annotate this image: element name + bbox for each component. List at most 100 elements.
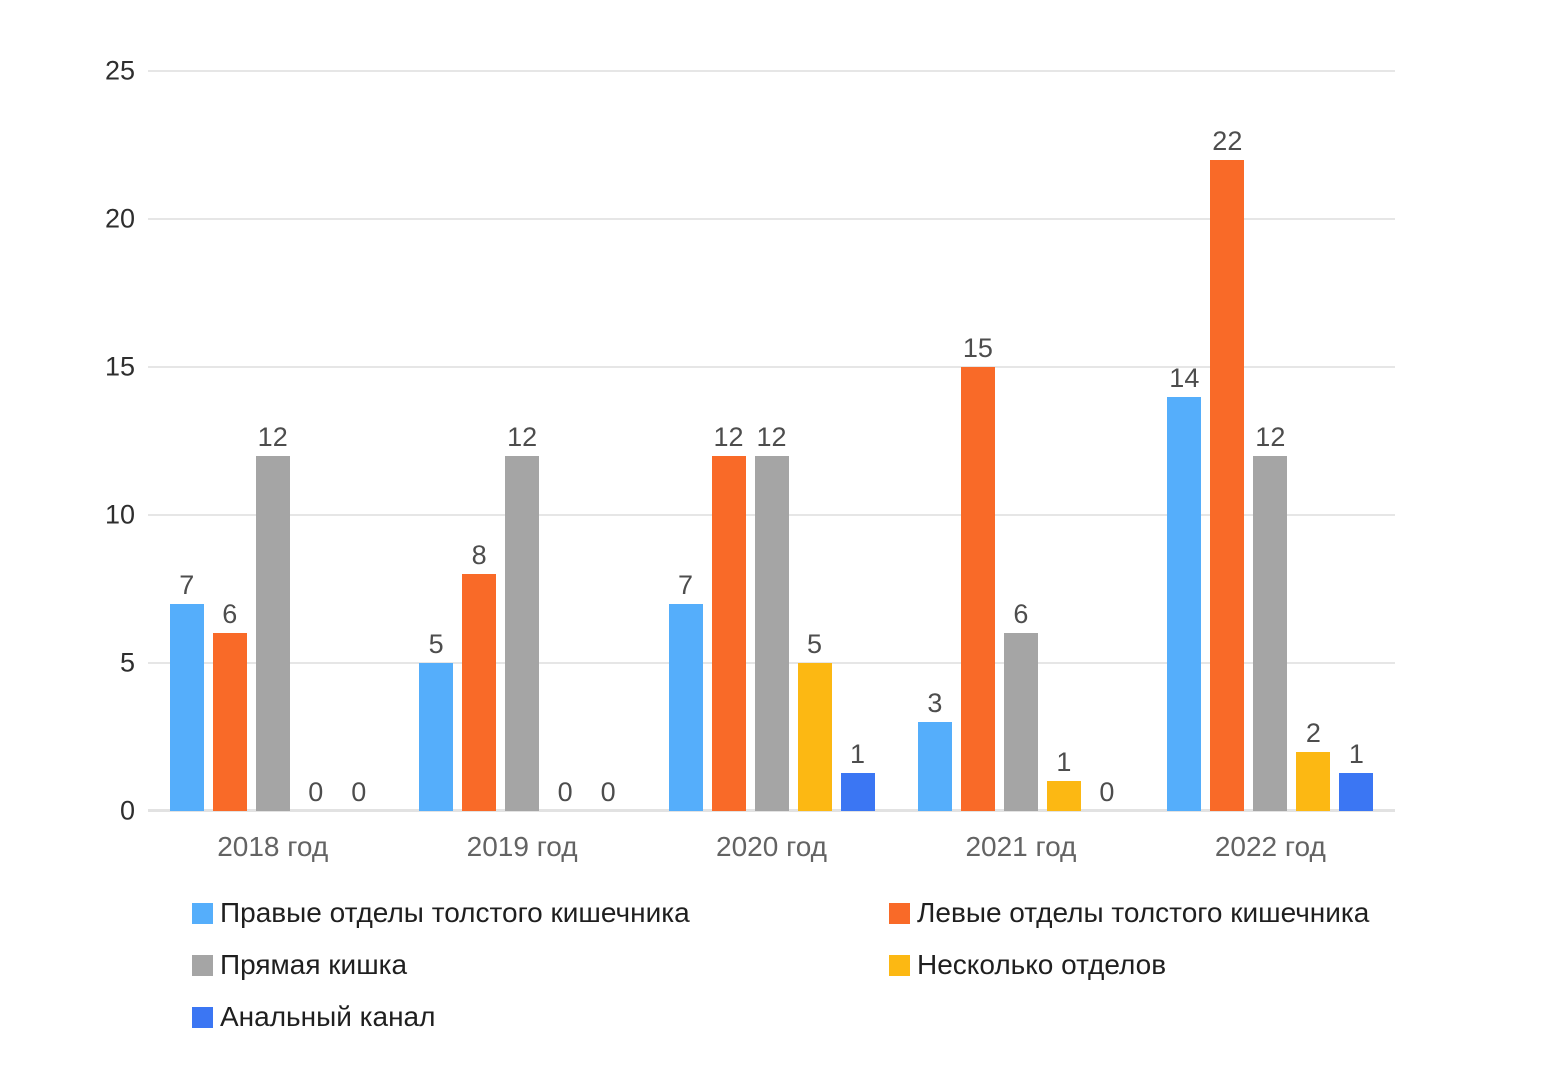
bar-slot: 5 xyxy=(797,71,832,811)
bar-value-label: 5 xyxy=(428,629,444,659)
bar-slot: 14 xyxy=(1167,71,1202,811)
bar-g2-s4[interactable] xyxy=(840,772,875,811)
bar-g1-s1[interactable] xyxy=(462,574,497,811)
x-axis-label: 2021 год xyxy=(965,831,1077,862)
bar-slot: 0 xyxy=(591,71,625,811)
legend-item-s4[interactable]: Анальный канал xyxy=(192,1001,889,1032)
y-axis-tick-label: 25 xyxy=(104,55,135,86)
bar-value-label: 12 xyxy=(1255,421,1286,452)
y-axis-tick-label: 10 xyxy=(104,499,135,530)
bar-value-label: 0 xyxy=(308,777,324,807)
bar-value-label: 12 xyxy=(507,421,538,452)
bar-slot: 0 xyxy=(548,71,582,811)
bar-value-label: 3 xyxy=(927,688,943,719)
legend-label: Правые отделы толстого кишечника xyxy=(220,897,690,928)
bar-slot: 7 xyxy=(169,71,204,811)
bar-slot: 1 xyxy=(1046,71,1081,811)
bar-value-label: 0 xyxy=(351,777,367,807)
bar-slot: 22 xyxy=(1210,71,1245,811)
bar-group-2019: 5 8 12 0 0 xyxy=(397,71,646,811)
plot-area: 0 5 10 15 20 25 7 6 12 0 0 5 8 12 0 0 7 12 12 5 1 3 15 6 1 0 14 22 1… xyxy=(105,56,1395,862)
x-axis-label: 2022 год xyxy=(1214,831,1326,862)
y-axis-tick-label: 20 xyxy=(104,203,135,234)
bar-value-label: 22 xyxy=(1212,125,1243,156)
bar-value-label: 1 xyxy=(850,738,866,769)
y-axis-tick-label: 5 xyxy=(119,647,135,678)
bar-g2-s3[interactable] xyxy=(797,663,832,811)
bar-slot: 7 xyxy=(668,71,703,811)
bar-g1-s0[interactable] xyxy=(419,663,454,811)
bar-g4-s1[interactable] xyxy=(1210,159,1245,811)
bar-slot: 12 xyxy=(1253,71,1288,811)
bar-g4-s0[interactable] xyxy=(1167,396,1202,811)
bar-value-label: 5 xyxy=(807,629,823,659)
bar-g2-s2[interactable] xyxy=(754,455,789,811)
bar-slot: 3 xyxy=(917,71,952,811)
legend-swatch xyxy=(192,902,213,924)
bar-value-label: 15 xyxy=(962,333,993,363)
bar-slot: 0 xyxy=(342,71,376,811)
bar-g3-s0[interactable] xyxy=(917,722,952,811)
y-axis-tick-label: 0 xyxy=(119,795,135,826)
gridline-y25 xyxy=(148,70,1395,72)
bar-g3-s2[interactable] xyxy=(1003,633,1038,811)
bar-group-2018: 7 6 12 0 0 xyxy=(148,71,397,811)
x-axis-label: 2019 год xyxy=(466,831,578,862)
bar-value-label: 0 xyxy=(1099,777,1115,807)
x-axis-label: 2018 год xyxy=(217,831,329,862)
bar-groups: 7 6 12 0 0 5 8 12 0 0 7 12 12 5 1 3 15 6 1 0 14 22 12 2 1 xyxy=(148,71,1395,811)
bar-group-2021: 3 15 6 1 0 xyxy=(896,71,1145,811)
bar-cluster: 14 22 12 2 1 xyxy=(1167,71,1374,811)
y-axis-tick-label: 15 xyxy=(104,351,135,382)
bar-g2-s0[interactable] xyxy=(668,603,703,811)
bar-g1-s2[interactable] xyxy=(505,455,540,811)
bar-slot: 12 xyxy=(711,71,746,811)
bar-g2-s1[interactable] xyxy=(711,455,746,811)
bar-slot: 6 xyxy=(1003,71,1038,811)
bar-value-label: 6 xyxy=(1013,599,1029,630)
bar-value-label: 14 xyxy=(1169,362,1200,393)
bar-cluster: 7 12 12 5 1 xyxy=(668,71,875,811)
bar-g4-s3[interactable] xyxy=(1296,751,1331,811)
bar-slot: 0 xyxy=(299,71,333,811)
gridline-y20 xyxy=(148,218,1395,220)
bar-value-label: 1 xyxy=(1348,738,1364,769)
bar-value-label: 6 xyxy=(222,599,238,630)
bar-g4-s2[interactable] xyxy=(1253,455,1288,811)
legend: Правые отделы толстого кишечника Левые от… xyxy=(192,897,1402,1032)
bar-value-label: 12 xyxy=(756,421,787,452)
bar-g3-s1[interactable] xyxy=(960,367,995,811)
legend-label: Прямая кишка xyxy=(220,949,408,980)
bar-group-2022: 14 22 12 2 1 xyxy=(1146,71,1395,811)
legend-swatch xyxy=(192,954,213,976)
legend-label: Анальный канал xyxy=(220,1001,436,1032)
legend-swatch xyxy=(889,954,910,976)
bar-value-label: 7 xyxy=(179,569,195,600)
legend-item-s3[interactable]: Несколько отделов xyxy=(889,949,1402,980)
bar-slot: 12 xyxy=(754,71,789,811)
bar-g0-s0[interactable] xyxy=(169,603,204,811)
legend-swatch xyxy=(192,1006,213,1028)
bar-value-label: 0 xyxy=(557,777,573,807)
legend-label: Несколько отделов xyxy=(917,949,1167,980)
bar-slot: 5 xyxy=(419,71,454,811)
bar-value-label: 0 xyxy=(600,777,616,807)
bar-cluster: 5 8 12 0 0 xyxy=(419,71,625,811)
bar-slot: 15 xyxy=(960,71,995,811)
legend-item-s2[interactable]: Прямая кишка xyxy=(192,949,889,980)
bar-slot: 1 xyxy=(1339,71,1374,811)
bar-slot: 8 xyxy=(462,71,497,811)
gridline-y15 xyxy=(148,366,1395,368)
legend-item-s0[interactable]: Правые отделы толстого кишечника xyxy=(192,897,889,928)
bar-g4-s4[interactable] xyxy=(1339,772,1374,811)
x-axis-label: 2020 год xyxy=(716,831,827,862)
bar-slot: 0 xyxy=(1090,71,1124,811)
bar-g0-s1[interactable] xyxy=(212,633,247,811)
bar-slot: 2 xyxy=(1296,71,1331,811)
legend-item-s1[interactable]: Левые отделы толстого кишечника xyxy=(889,897,1402,928)
bar-g0-s2[interactable] xyxy=(255,455,290,811)
bar-g3-s3[interactable] xyxy=(1046,781,1081,811)
x-axis-labels: 2018 год 2019 год 2020 год 2021 год 2022 год xyxy=(148,831,1395,863)
bar-slot: 12 xyxy=(255,71,290,811)
